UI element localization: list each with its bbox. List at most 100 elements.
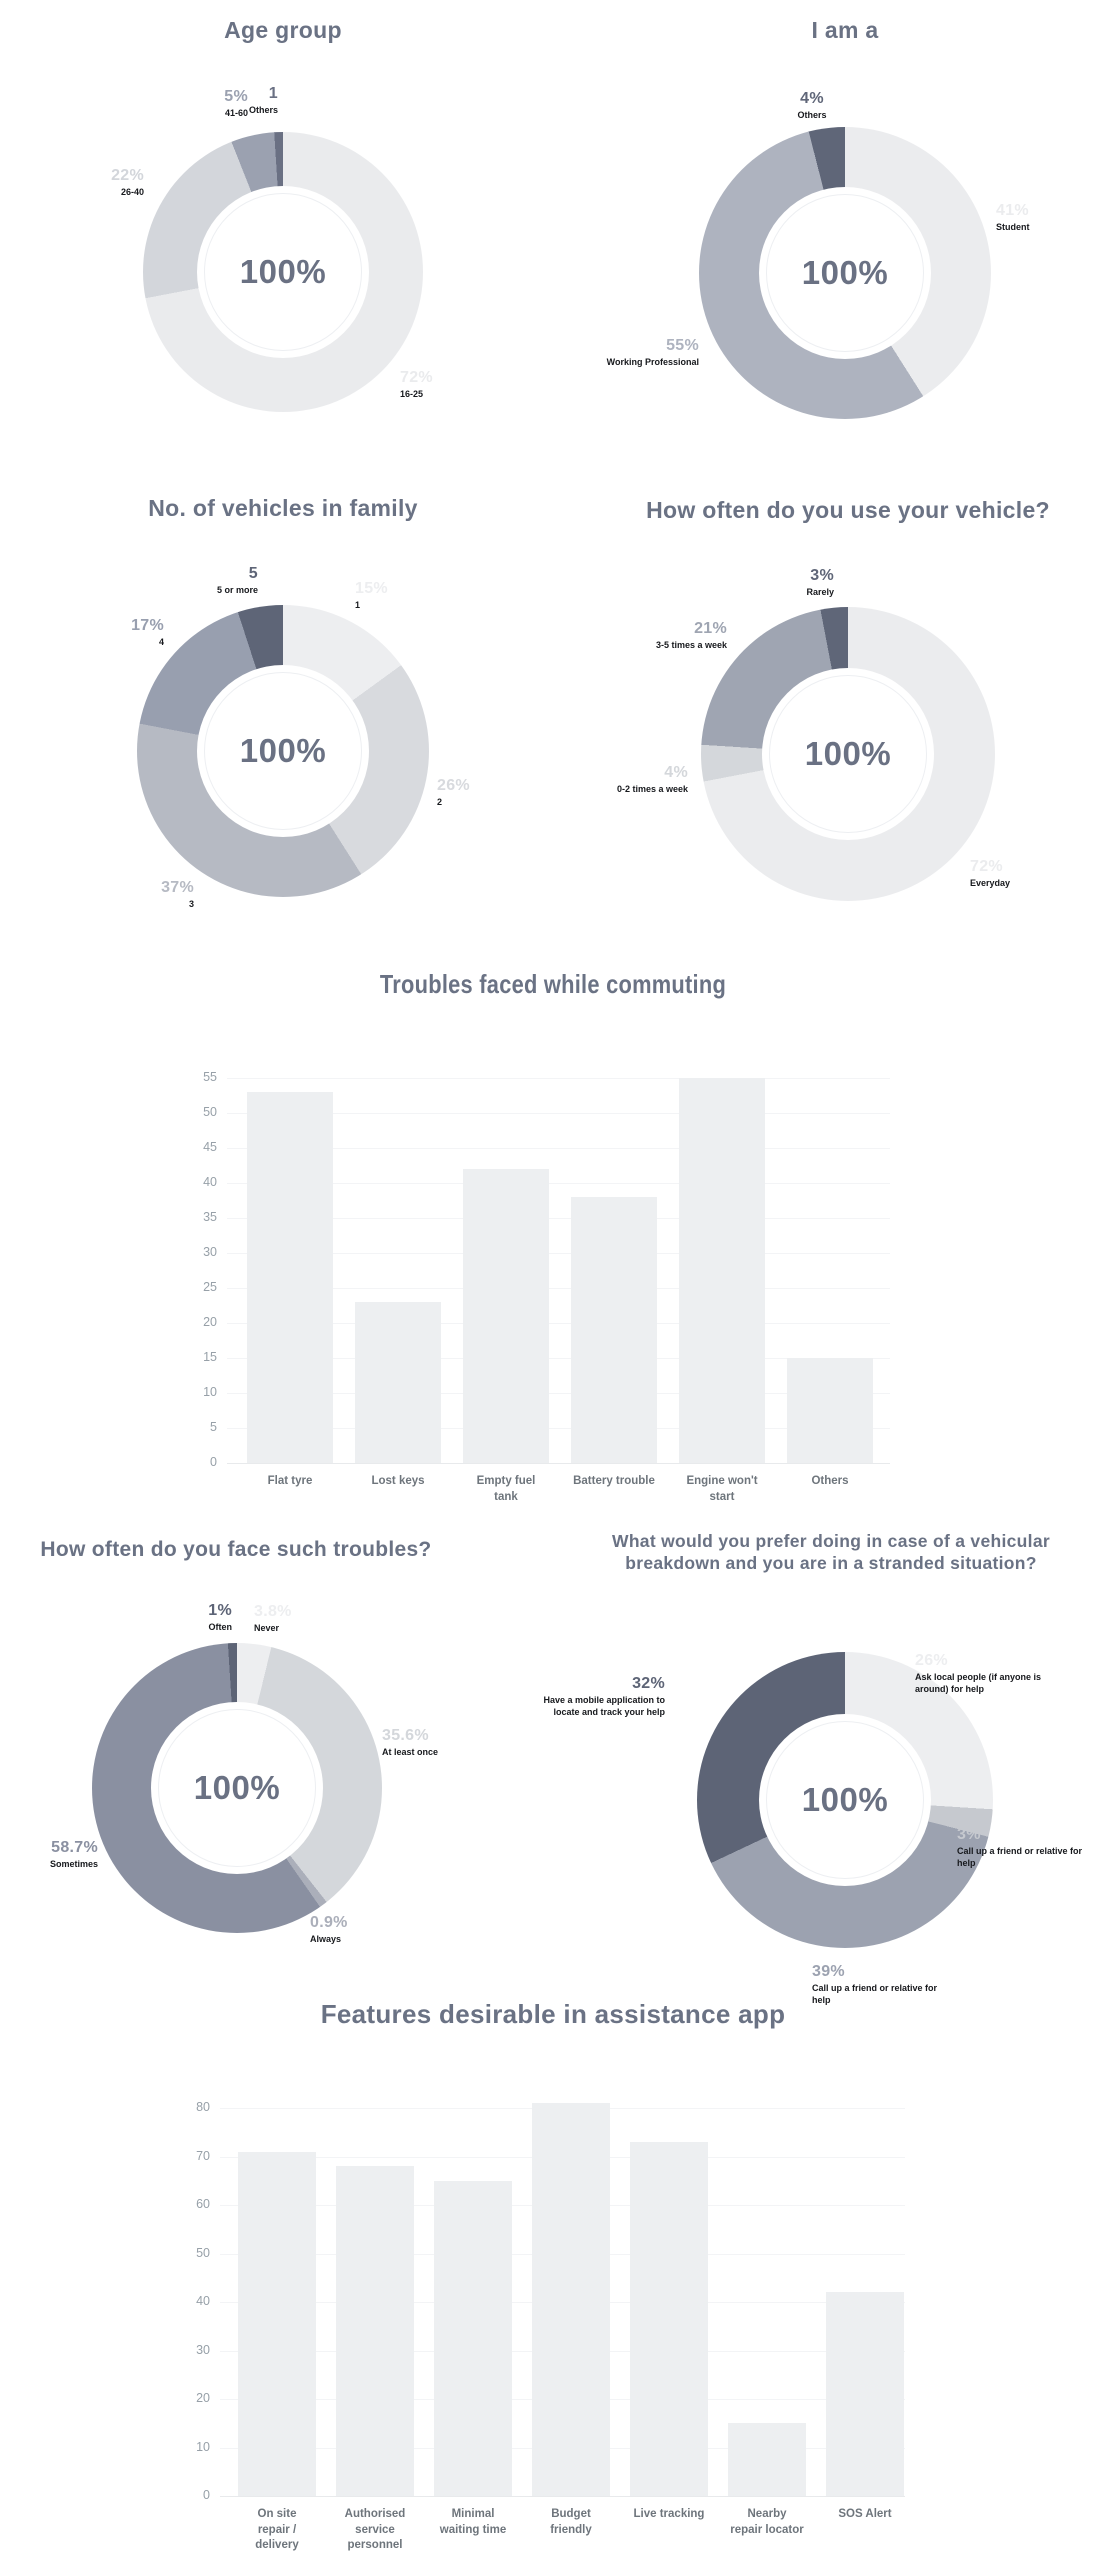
- y-tick-label: 0: [203, 2488, 210, 2502]
- slice-value: 55%: [666, 337, 699, 354]
- slice-category: Working Professional: [606, 357, 699, 368]
- slice-category: 2: [437, 797, 443, 808]
- gridline: [220, 2399, 905, 2400]
- slice-value: 17%: [131, 617, 164, 634]
- x-tick-label: Lost keys: [371, 1475, 425, 1487]
- slice-value: 58.7%: [51, 1839, 98, 1856]
- y-tick-label: 10: [203, 1385, 217, 1399]
- x-tick-label: On site repair / delivery: [255, 2508, 299, 2552]
- y-tick-label: 40: [196, 2294, 210, 2308]
- x-tick-label: Minimal waiting time: [439, 2508, 507, 2536]
- slice-value: 1%: [208, 1602, 232, 1619]
- gridline: [227, 1323, 890, 1324]
- slice-value: 4%: [664, 764, 688, 781]
- y-tick-label: 40: [203, 1175, 217, 1189]
- slice-label-working-professional: 55% Working Professional: [579, 337, 699, 369]
- slice-category: Often: [208, 1622, 233, 1633]
- gridline: [220, 2253, 905, 2255]
- slice-label-3-5-times: 21% 3-5 times a week: [607, 620, 727, 652]
- gridline: [227, 1428, 890, 1429]
- donut-hole: 100%: [762, 668, 934, 840]
- slice-value: 41%: [996, 202, 1029, 219]
- bar: [787, 1358, 873, 1463]
- slice-label-call-friend-39: 39% Call up a friend or relative for hel…: [812, 1963, 957, 2007]
- slice-label-mobile-application: 32% Have a mobile application to locate …: [525, 1675, 665, 1719]
- slice-label-1: 15% 1: [355, 580, 415, 612]
- slice-label-3: 37% 3: [134, 879, 194, 911]
- slice-category: Call up a friend or relative for help: [957, 1846, 1083, 1869]
- slice-value: 5: [248, 565, 258, 582]
- slice-label-others: 1 Others: [218, 85, 278, 117]
- x-tick-label: Others: [811, 1475, 849, 1487]
- y-tick-label: 50: [203, 1105, 217, 1119]
- slice-category: Never: [254, 1623, 280, 1634]
- donut-inner-ring: [766, 194, 924, 352]
- slice-category: Call up a friend or relative for help: [812, 1983, 938, 2006]
- slice-value: 3.8%: [254, 1603, 292, 1620]
- bar: [679, 1078, 765, 1463]
- y-tick-label: 50: [196, 2245, 210, 2260]
- bar: [355, 1302, 441, 1463]
- gridline: [220, 2496, 905, 2497]
- gridline: [227, 1358, 890, 1359]
- vehicles-donut: 100%: [137, 605, 429, 897]
- age-group-title: Age group: [224, 17, 342, 43]
- gridline: [220, 2447, 905, 2449]
- slice-category: Have a mobile application to locate and …: [543, 1695, 665, 1718]
- y-tick-label: 15: [203, 1350, 217, 1364]
- gridline: [227, 1463, 890, 1464]
- slice-category: Always: [310, 1934, 342, 1945]
- slice-category: 16-25: [400, 389, 424, 400]
- slice-label-call-friend-3: 3% Call up a friend or relative for help: [957, 1826, 1102, 1870]
- slice-category: 0-2 times a week: [616, 784, 688, 795]
- donut-hole: 100%: [151, 1702, 323, 1874]
- slice-category: Ask local people (if anyone is around) f…: [915, 1672, 1042, 1695]
- slice-label-often: 1% Often: [172, 1602, 232, 1634]
- slice-label-ask-local-people: 26% Ask local people (if anyone is aroun…: [915, 1652, 1050, 1696]
- slice-value: 3%: [957, 1826, 981, 1843]
- slice-value: 22%: [111, 167, 144, 184]
- slice-label-16-25: 72% 16-25: [400, 369, 480, 401]
- slice-label-5-or-more: 5 5 or more: [188, 565, 258, 597]
- gridline: [227, 1253, 890, 1254]
- slice-category: Rarely: [806, 587, 834, 598]
- donut-inner-ring: [769, 675, 927, 833]
- slice-value: 1: [268, 85, 278, 102]
- slice-category: Student: [996, 222, 1030, 233]
- i-am-a-title: I am a: [811, 17, 879, 43]
- slice-value: 4%: [800, 90, 824, 107]
- gridline: [227, 1148, 890, 1149]
- bar: [571, 1197, 657, 1463]
- slice-value: 15%: [355, 580, 388, 597]
- slice-value: 72%: [970, 858, 1003, 875]
- gridline: [227, 1393, 890, 1394]
- breakdown-preference-title: What would you prefer doing in case of a…: [612, 1531, 1050, 1573]
- slice-category: Everyday: [970, 878, 1011, 889]
- vehicles-title: No. of vehicles in family: [148, 495, 418, 521]
- vehicle-usage-title: How often do you use your vehicle?: [646, 497, 1050, 523]
- slice-value: 0.9%: [310, 1914, 348, 1931]
- gridline: [227, 1078, 890, 1079]
- slice-label-student: 41% Student: [996, 202, 1076, 234]
- slice-value: 3%: [810, 567, 834, 584]
- bar: [826, 2292, 904, 2496]
- bar: [247, 1092, 333, 1463]
- donut-hole: 100%: [197, 186, 369, 358]
- slice-value: 39%: [812, 1963, 845, 1980]
- slice-category: 1: [355, 600, 361, 611]
- slice-label-sometimes: 58.7% Sometimes: [8, 1839, 98, 1871]
- face-troubles-donut: 100%: [92, 1643, 382, 1933]
- bar: [630, 2141, 708, 2496]
- gridline: [227, 1288, 890, 1289]
- x-tick-label: SOS Alert: [838, 2508, 892, 2520]
- gridline: [227, 1183, 890, 1184]
- slice-category: 3-5 times a week: [655, 640, 727, 651]
- slice-label-never: 3.8% Never: [254, 1603, 324, 1635]
- gridline: [220, 2205, 905, 2206]
- x-tick-label: Battery trouble: [573, 1475, 655, 1487]
- slice-label-others: 4% Others: [781, 90, 843, 122]
- slice-category: 4: [158, 637, 164, 648]
- slice-value: 5%: [224, 88, 248, 105]
- slice-value: 32%: [632, 1675, 665, 1692]
- slice-label-2: 26% 2: [437, 777, 497, 809]
